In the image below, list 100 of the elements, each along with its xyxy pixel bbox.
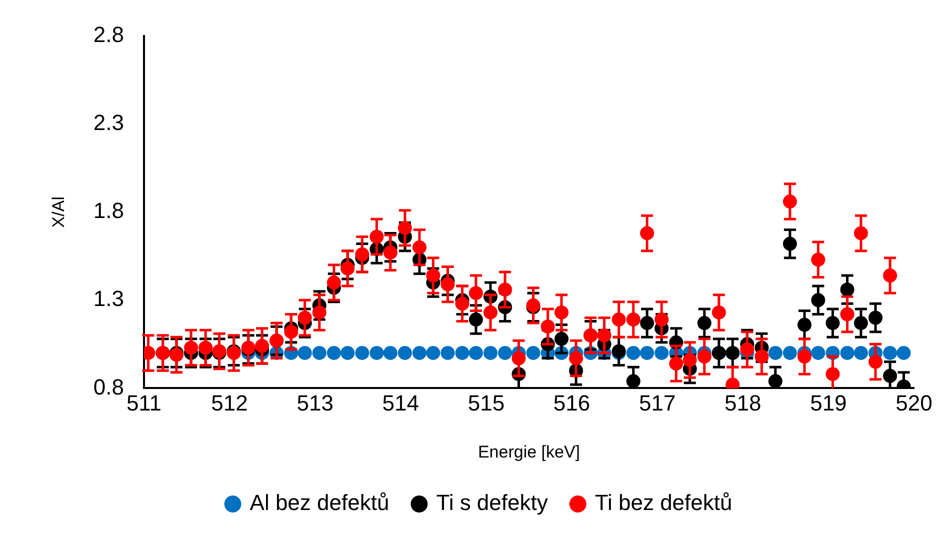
point <box>569 351 584 366</box>
x-axis-title: Energie [keV] <box>478 442 580 462</box>
y-tick-label: 1.3 <box>93 286 124 312</box>
x-tick-label: 516 <box>553 390 590 416</box>
point <box>340 261 355 276</box>
point <box>640 316 654 330</box>
point <box>312 305 326 320</box>
point <box>554 332 569 346</box>
point <box>526 346 540 360</box>
point <box>440 277 455 292</box>
x-tick-label: 512 <box>211 390 248 416</box>
point <box>383 246 398 260</box>
point <box>669 356 684 371</box>
y-tick-label: 0.8 <box>93 374 124 400</box>
point <box>640 346 654 360</box>
point <box>412 346 426 360</box>
point <box>455 346 470 360</box>
point <box>298 346 312 360</box>
point <box>483 305 498 320</box>
y-tick-label: 1.8 <box>93 198 124 224</box>
point <box>840 282 854 297</box>
point <box>811 252 826 267</box>
point <box>383 346 398 360</box>
x-tick-label: 514 <box>382 390 420 416</box>
point <box>326 276 341 290</box>
point <box>540 320 555 334</box>
x-tick-label: 518 <box>724 390 762 416</box>
point <box>355 346 370 360</box>
point <box>468 346 483 360</box>
point <box>412 240 426 254</box>
point <box>426 268 440 282</box>
point <box>398 346 412 360</box>
point <box>654 346 669 360</box>
point <box>883 368 898 383</box>
point <box>498 346 512 360</box>
point <box>797 318 812 332</box>
point <box>883 268 898 282</box>
point <box>597 328 612 342</box>
point <box>640 226 654 240</box>
point <box>868 354 882 369</box>
point <box>312 346 326 360</box>
legend-label: Al bez defektů <box>250 490 390 516</box>
point <box>355 247 370 262</box>
point <box>826 316 840 330</box>
point <box>854 346 868 360</box>
point <box>826 367 840 382</box>
point <box>255 338 270 353</box>
point <box>768 374 782 388</box>
point <box>840 307 854 322</box>
point <box>754 350 769 364</box>
point <box>782 346 797 360</box>
point <box>840 346 854 360</box>
legend-label: Ti bez defektů <box>594 490 732 516</box>
point <box>455 296 470 311</box>
x-tick-label: 515 <box>468 390 505 416</box>
point <box>782 194 797 209</box>
point <box>370 230 384 244</box>
point <box>854 226 868 240</box>
point <box>398 220 412 235</box>
point <box>768 346 782 360</box>
point <box>626 374 640 388</box>
point <box>284 324 298 339</box>
point <box>370 346 384 360</box>
point <box>483 346 498 360</box>
point <box>868 310 882 325</box>
point <box>468 286 483 300</box>
point <box>626 346 640 360</box>
y-axis-title: X/Al <box>48 196 68 228</box>
x-tick-label: 517 <box>638 390 676 416</box>
x-tick-label: 520 <box>896 390 932 416</box>
point <box>811 346 826 360</box>
point <box>896 346 911 360</box>
x-tick-label: 511 <box>126 390 162 416</box>
point <box>440 346 455 360</box>
point <box>498 282 512 297</box>
point <box>712 305 726 320</box>
point <box>612 312 626 327</box>
x-tick-label: 513 <box>296 390 334 416</box>
point <box>654 312 669 327</box>
y-tick-label: 2.8 <box>93 22 124 48</box>
point <box>797 350 812 364</box>
point <box>298 310 312 325</box>
point <box>626 312 640 327</box>
point <box>468 312 483 327</box>
point <box>682 353 697 368</box>
point <box>697 350 712 364</box>
point <box>512 351 526 366</box>
point <box>811 293 826 308</box>
point <box>198 340 213 355</box>
point <box>184 340 198 355</box>
point <box>340 346 355 360</box>
point <box>326 346 341 360</box>
point <box>854 316 868 330</box>
legend-label: Ti s defekty <box>436 490 548 516</box>
y-tick-label: 2.3 <box>93 110 124 136</box>
point <box>782 236 797 251</box>
point <box>740 342 754 356</box>
point <box>697 316 712 330</box>
point <box>554 305 569 320</box>
point <box>426 346 440 360</box>
